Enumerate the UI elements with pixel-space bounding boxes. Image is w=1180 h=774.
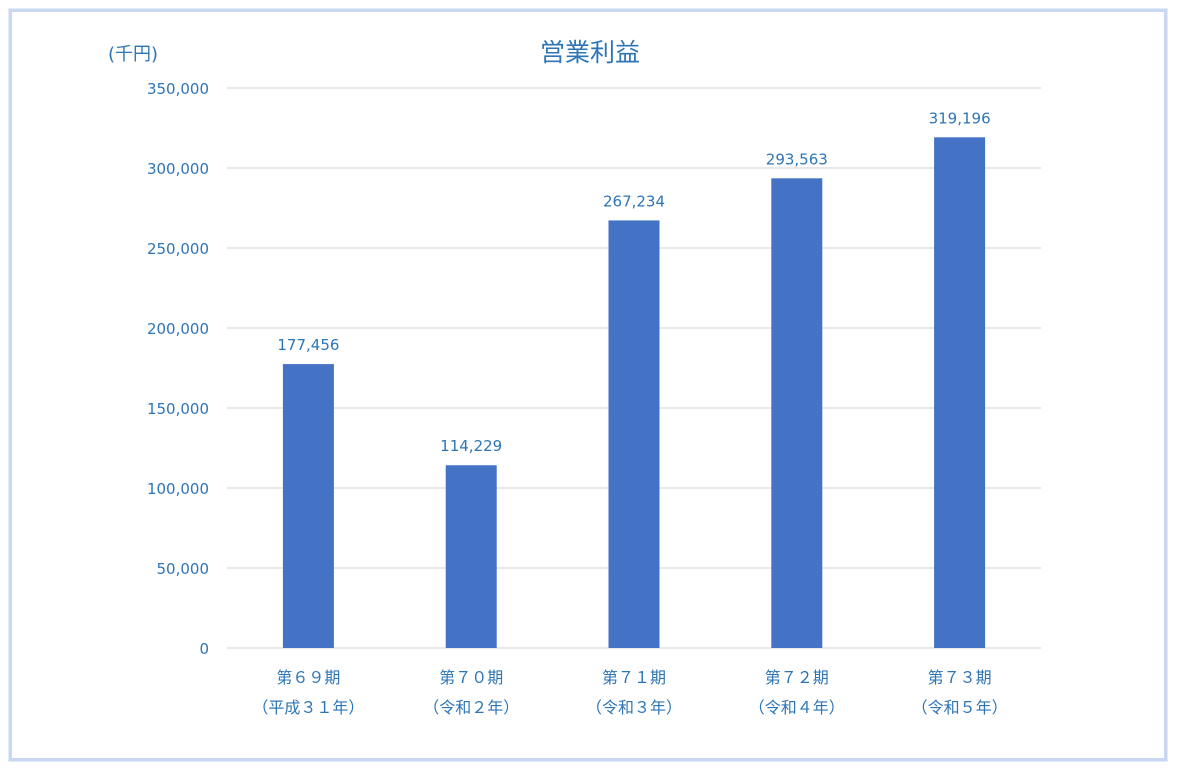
x-axis-tick-labels: 第６９期 （平成３１年） 第７０期 （令和２年） 第７１期 （令和３年） 第７２期 （令和４年… (252, 668, 1007, 717)
y-tick-label: 150,000 (147, 400, 209, 418)
y-tick-label: 100,000 (147, 480, 209, 498)
x-tick-label: 第７１期 (602, 668, 666, 687)
data-label: 114,229 (440, 437, 502, 455)
data-label: 293,563 (766, 150, 828, 168)
y-tick-label: 50,000 (157, 560, 210, 578)
chart-title: 営業利益 (540, 38, 640, 67)
y-tick-label: 0 (199, 640, 209, 658)
data-label: 267,234 (603, 192, 665, 210)
bar (282, 364, 334, 648)
y-tick-label: 200,000 (147, 320, 209, 338)
x-tick-label: 第６９期 (276, 668, 340, 687)
x-tick-label: 第７３期 (928, 668, 992, 687)
x-tick-sublabel: （令和３年） (586, 698, 682, 717)
y-tick-label: 300,000 (147, 160, 209, 178)
x-tick-sublabel: （令和２年） (423, 698, 519, 717)
y-axis-unit-label: (千円) (108, 44, 158, 65)
data-label: 177,456 (277, 336, 339, 354)
bar (608, 220, 660, 648)
data-label: 319,196 (929, 109, 991, 127)
x-tick-sublabel: （令和５年） (912, 698, 1008, 717)
y-tick-label: 250,000 (147, 240, 209, 258)
bar (445, 465, 497, 648)
y-tick-label: 350,000 (147, 80, 209, 98)
y-axis-tick-labels: 0 50,000 100,000 150,000 200,000 250,000 300,0… (147, 80, 209, 658)
x-tick-sublabel: （平成３１年） (252, 698, 364, 717)
bars (282, 137, 986, 648)
x-tick-sublabel: （令和４年） (749, 698, 845, 717)
x-tick-label: 第７０期 (439, 668, 503, 687)
data-labels: 177,456 114,229 267,234 293,563 319,196 (277, 109, 990, 455)
bar (934, 137, 986, 648)
bar (771, 178, 823, 648)
x-tick-label: 第７２期 (765, 668, 829, 687)
